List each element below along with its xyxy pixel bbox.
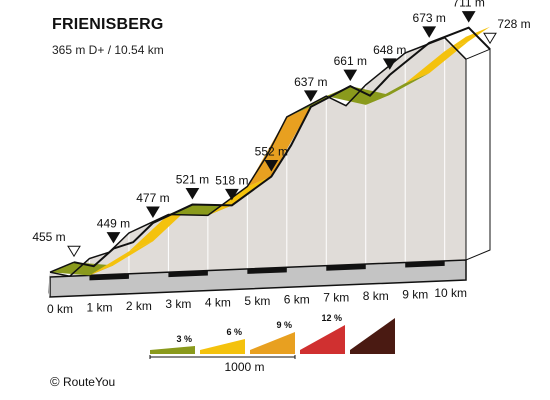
elevation-labels: 455 m 449 m 477 m 521 m 518 m 552 m 637 m 661 m… [32,0,530,244]
elevation-marker [422,26,437,38]
elevation-markers [67,11,497,258]
gradient-segment [168,204,232,216]
scale-bar-label: 1000 m [224,360,264,374]
elevation-label: 552 m [255,145,288,159]
elevation-marker [303,90,318,102]
km-tick-label: 3 km [165,297,191,311]
elevation-label: 477 m [136,191,169,205]
elevation-label: 449 m [97,217,130,231]
legend-label: 3 % [176,334,192,344]
ribbon-start-edge [49,261,75,273]
km-stripe [247,267,287,274]
ribbon-back-edge [73,26,491,268]
elevation-label: 455 m [32,230,65,244]
elevation-marker [382,58,397,70]
gradient-segment [405,41,469,84]
elevation-label: 637 m [294,75,327,89]
km-tick-label: 6 km [284,292,310,306]
elevation-marker [483,32,497,45]
km-stripe [89,273,129,281]
ribbon-front-edge [49,36,467,278]
legend-wedge [300,325,345,354]
gradient-segment [365,73,430,105]
elevation-marker [185,188,200,200]
km-tick-label: 7 km [323,291,349,305]
elevation-marker [67,245,81,258]
km-tick-label: 0 km [47,302,73,316]
gradient-segment [247,106,311,187]
legend-wedge [250,332,295,354]
elevation-marker [224,188,239,201]
legend-label: 9 % [276,320,292,330]
chart-title: FRIENISBERG [52,16,164,33]
legend-wedge [350,318,395,354]
km-stripe [326,264,366,271]
profile-outline [49,26,491,278]
legend-wedge [200,339,245,354]
km-stripe [168,270,208,278]
legend-label: 12 % [321,313,342,323]
elevation-label: 728 m [497,17,530,31]
gradient-segment [50,262,114,276]
elevation-marker [343,69,358,82]
legend-wedge [150,346,195,354]
gradient-segment [128,204,193,252]
profile-base [48,259,467,298]
gradient-segment [444,26,490,52]
elevation-label: 661 m [334,54,367,68]
km-tick-label: 10 km [434,286,467,300]
elevation-label: 518 m [215,173,248,187]
profile-end-wall [465,48,491,261]
km-tick-label: 2 km [126,299,152,313]
elevation-marker [106,232,121,244]
km-tick-label: 5 km [244,294,270,308]
elevation-label: 711 m [452,0,484,10]
gradient-legend: 3 % 6 % 9 % 12 % 1000 m [149,313,395,374]
km-tick-label: 8 km [363,289,389,303]
km-tick-label: 9 km [402,287,428,301]
km-ticks: 0 km 1 km 2 km 3 km 4 km 5 km 6 km 7 km 8 km 9 km… [47,286,467,316]
elevation-marker [461,11,476,23]
profile-top-surface [50,26,490,276]
elevation-label: 521 m [176,173,209,187]
elevation-marker [146,206,160,218]
credit-text: RouteYou [62,375,116,389]
legend-label: 6 % [226,327,242,337]
credit-line: © RouteYou [50,374,115,389]
km-tick-label: 1 km [86,300,112,314]
gradient-segment [89,241,153,276]
chart-subtitle: 365 m D+ / 10.54 km [52,43,164,57]
elevation-label: 648 m [373,43,406,57]
elevation-marker [264,160,279,172]
elevation-label: 673 m [413,11,446,25]
km-tick-label: 4 km [205,296,231,310]
copyright-icon: © [50,374,60,389]
profile-base-left [48,272,50,297]
km-stripe [405,260,445,268]
